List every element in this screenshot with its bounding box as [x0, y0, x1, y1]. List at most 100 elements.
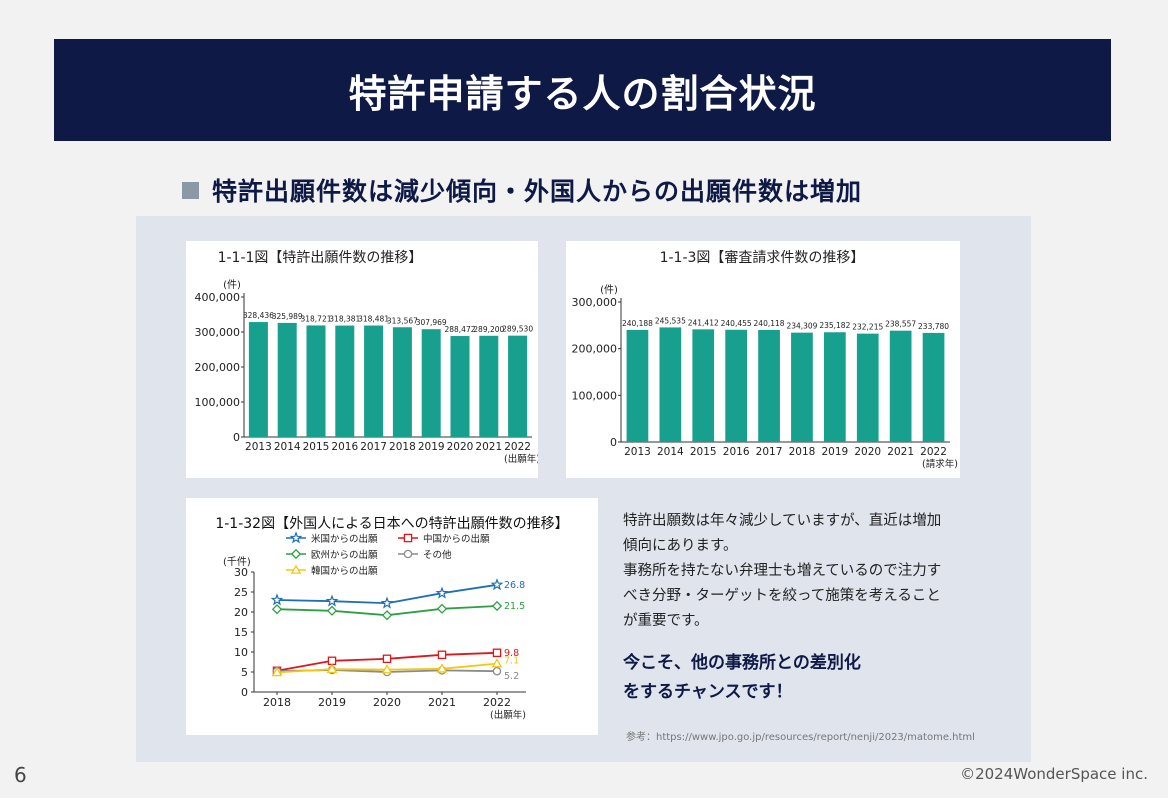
chart-title: 1-1-32図【外国人による日本への特許出願件数の推移】 [215, 516, 568, 532]
x-tick-label: 2018 [389, 441, 416, 453]
bar-value-label: 240,455 [721, 319, 752, 328]
bar [659, 327, 682, 442]
reference-link[interactable]: 参考：https://www.jpo.go.jp/resources/repor… [626, 732, 975, 743]
y-tick-label: 10 [234, 646, 248, 659]
examination-requests-bar-chart: 1-1-3図【審査請求件数の推移】 (件) 0 100,000 200,000 300,0… [572, 250, 958, 470]
star-marker [380, 596, 394, 609]
legend-label: 欧州からの出願 [311, 549, 378, 561]
x-tick-label: 2021 [428, 696, 456, 709]
x-tick-label: 2016 [331, 441, 358, 453]
triangle-marker [436, 663, 448, 673]
description: 特許出願数は年々減少していますが、直近は増加 傾向にあります。 事務所を持たない… [623, 509, 1013, 634]
y-axis-label: (件) [600, 284, 618, 296]
bar [277, 322, 297, 437]
bar [248, 322, 268, 437]
x-tick-label: 2013 [624, 446, 651, 458]
series-end-label: 21.5 [504, 601, 525, 612]
series-end-label: 5.2 [504, 671, 519, 682]
copyright: ©2024WonderSpace inc. [960, 765, 1148, 783]
bar-value-label: 289,530 [502, 325, 533, 334]
description-line: 傾向にあります。 [623, 538, 738, 554]
bar [364, 325, 384, 437]
page-number: 6 [14, 763, 27, 787]
patent-applications-chart: 1-1-1図【特許出願件数の推移】 (件) 0 100,000 200,000 300,0… [186, 241, 538, 478]
x-tick-label: 2019 [418, 441, 445, 453]
bar-value-label: 289,200 [473, 325, 504, 334]
triangle-marker [290, 564, 302, 574]
circle-marker [492, 666, 502, 676]
bar-value-label: 307,969 [416, 318, 447, 327]
bar [725, 329, 748, 442]
square-marker [403, 533, 413, 543]
chart-title: 1-1-1図【特許出願件数の推移】 [218, 250, 423, 266]
foreign-applications-chart: 1-1-32図【外国人による日本への特許出願件数の推移】 米国からの出願 中国からの… [186, 498, 598, 735]
bar [508, 335, 528, 437]
y-tick-label: 15 [234, 626, 248, 639]
y-tick-label: 200,000 [572, 343, 618, 356]
x-tick-label: 2020 [373, 696, 401, 709]
bar-value-label: 233,780 [918, 322, 949, 331]
triangle-marker [271, 666, 283, 677]
bar-value-label: 235,182 [819, 321, 850, 330]
legend-label: その他 [423, 549, 452, 561]
y-axis-label: (件) [223, 279, 241, 291]
star-marker [289, 531, 303, 544]
description-line: 特許出願数は年々減少していますが、直近は増加 [623, 513, 942, 529]
x-tick-label: 2015 [690, 446, 717, 458]
diamond-marker [326, 605, 338, 616]
square-marker [382, 654, 392, 664]
diamond-marker [491, 600, 503, 612]
y-tick-label: 20 [234, 606, 248, 619]
x-tick-label: 2019 [318, 696, 346, 709]
triangle-marker [491, 658, 503, 668]
bar [626, 329, 649, 442]
bar [791, 332, 813, 442]
bar-value-label: 232,215 [852, 323, 883, 332]
legend-label: 中国からの出願 [423, 533, 490, 545]
y-axis-label: (千件) [223, 556, 251, 568]
x-tick-label: 2021 [887, 446, 914, 458]
bar-value-label: 245,535 [655, 316, 686, 325]
y-tick-label: 300,000 [195, 326, 241, 339]
square-marker [437, 650, 447, 660]
x-tick-label: 2021 [475, 441, 502, 453]
slide-subtitle: 特許出願件数は減少傾向・外国人からの出願件数は増加 [182, 170, 1082, 210]
series-end-label: 26.8 [504, 580, 525, 591]
bar-value-label: 241,412 [688, 318, 719, 327]
x-tick-label: 2022 [504, 441, 531, 453]
bar-value-label: 318,721 [300, 314, 331, 323]
bar-value-label: 240,118 [754, 319, 785, 328]
description-line: が重要です。 [623, 613, 709, 629]
series-end-label: 9.8 [504, 648, 519, 659]
bar-value-label: 240,188 [622, 319, 653, 328]
x-tick-label: 2020 [854, 446, 881, 458]
bar-value-label: 318,381 [329, 315, 360, 324]
bar [922, 332, 945, 442]
series-end-label: 7.1 [504, 656, 519, 667]
bar-value-label: 328,436 [243, 311, 274, 320]
y-tick-label: 400,000 [195, 291, 241, 304]
y-tick-label: 0 [241, 686, 248, 699]
bar [823, 332, 846, 442]
triangle-marker [326, 663, 338, 674]
legend-label: 米国からの出願 [311, 533, 378, 545]
x-tick-label: 2013 [245, 441, 272, 453]
y-tick-label: 100,000 [195, 396, 241, 409]
cta-line: をするチャンスです！ [623, 682, 793, 702]
bar [450, 336, 470, 437]
call-to-action: 今こそ、他の事務所との差別化 をするチャンスです！ [623, 649, 1013, 707]
diamond-marker [271, 604, 283, 615]
circle-marker [403, 549, 413, 559]
triangle-marker [381, 664, 393, 674]
chart-title: 1-1-3図【審査請求件数の推移】 [660, 250, 865, 266]
patent-applications-bar-chart: 1-1-1図【特許出願件数の推移】 (件) 0 100,000 200,000 300,0… [195, 250, 539, 465]
description-line: 事務所を持たない弁理士も増えているので注力す [623, 563, 942, 579]
bar-value-label: 313,567 [387, 316, 418, 325]
subtitle-text: 特許出願件数は減少傾向・外国人からの出願件数は増加 [212, 177, 863, 206]
bar-value-label: 318,481 [358, 315, 389, 324]
y-tick-label: 0 [610, 436, 617, 449]
star-marker [325, 594, 339, 607]
x-tick-label: 2022 [920, 446, 947, 458]
cta-line: 今こそ、他の事務所との差別化 [623, 653, 861, 673]
bar [889, 330, 912, 442]
